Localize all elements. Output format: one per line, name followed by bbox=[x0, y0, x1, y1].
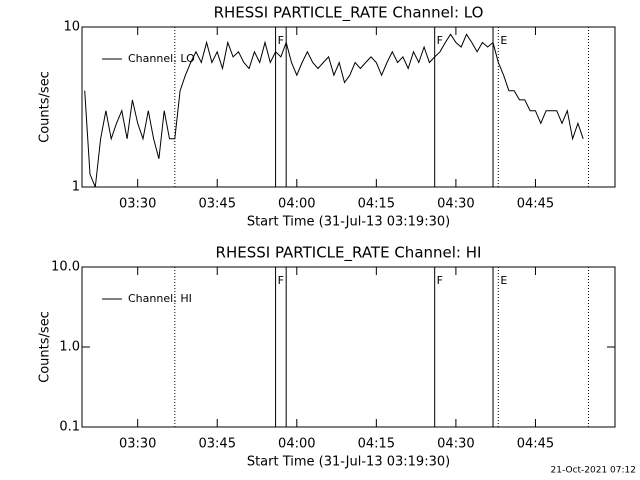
y-tick-label: 1 bbox=[72, 180, 80, 195]
plot-frame bbox=[81, 26, 616, 188]
flag-label: F bbox=[437, 274, 443, 287]
flag-label: E bbox=[500, 274, 507, 287]
x-tick-label: 04:45 bbox=[517, 197, 554, 212]
chart-title: RHESSI PARTICLE_RATE Channel: LO bbox=[214, 4, 484, 23]
data-line bbox=[84, 33, 584, 188]
x-axis-label: Start Time (31-Jul-13 03:19:30) bbox=[247, 215, 450, 230]
x-tick-label: 04:00 bbox=[278, 197, 315, 212]
legend-label: Channel: HI bbox=[128, 292, 192, 305]
x-tick-label: 04:15 bbox=[358, 197, 395, 212]
flag-label: F bbox=[437, 34, 443, 47]
footer: 21-Oct-2021 07:12 bbox=[551, 466, 636, 476]
x-tick-label: 03:45 bbox=[199, 437, 236, 452]
y-axis-label: Counts/sec bbox=[38, 71, 53, 143]
y-tick-label: 0.1 bbox=[59, 420, 80, 435]
x-tick-label: 03:30 bbox=[119, 197, 156, 212]
y-axis-label: Counts/sec bbox=[38, 311, 53, 383]
y-tick-label: 10.0 bbox=[51, 260, 80, 275]
x-tick-label: 04:30 bbox=[437, 437, 474, 452]
flag-label: E bbox=[500, 34, 507, 47]
x-tick-label: 04:00 bbox=[278, 437, 315, 452]
legend-label: Channel: LO bbox=[128, 52, 195, 65]
y-tick-label: 1.0 bbox=[59, 340, 80, 355]
x-tick-label: 03:45 bbox=[199, 197, 236, 212]
y-tick-label: 10 bbox=[63, 20, 80, 35]
flag-label: F bbox=[278, 34, 284, 47]
chart-title: RHESSI PARTICLE_RATE Channel: HI bbox=[216, 244, 482, 263]
flag-label: F bbox=[278, 274, 284, 287]
x-tick-label: 04:45 bbox=[517, 437, 554, 452]
x-tick-label: 03:30 bbox=[119, 437, 156, 452]
x-tick-label: 04:15 bbox=[358, 437, 395, 452]
x-axis-label: Start Time (31-Jul-13 03:19:30) bbox=[247, 455, 450, 470]
x-tick-label: 04:30 bbox=[437, 197, 474, 212]
